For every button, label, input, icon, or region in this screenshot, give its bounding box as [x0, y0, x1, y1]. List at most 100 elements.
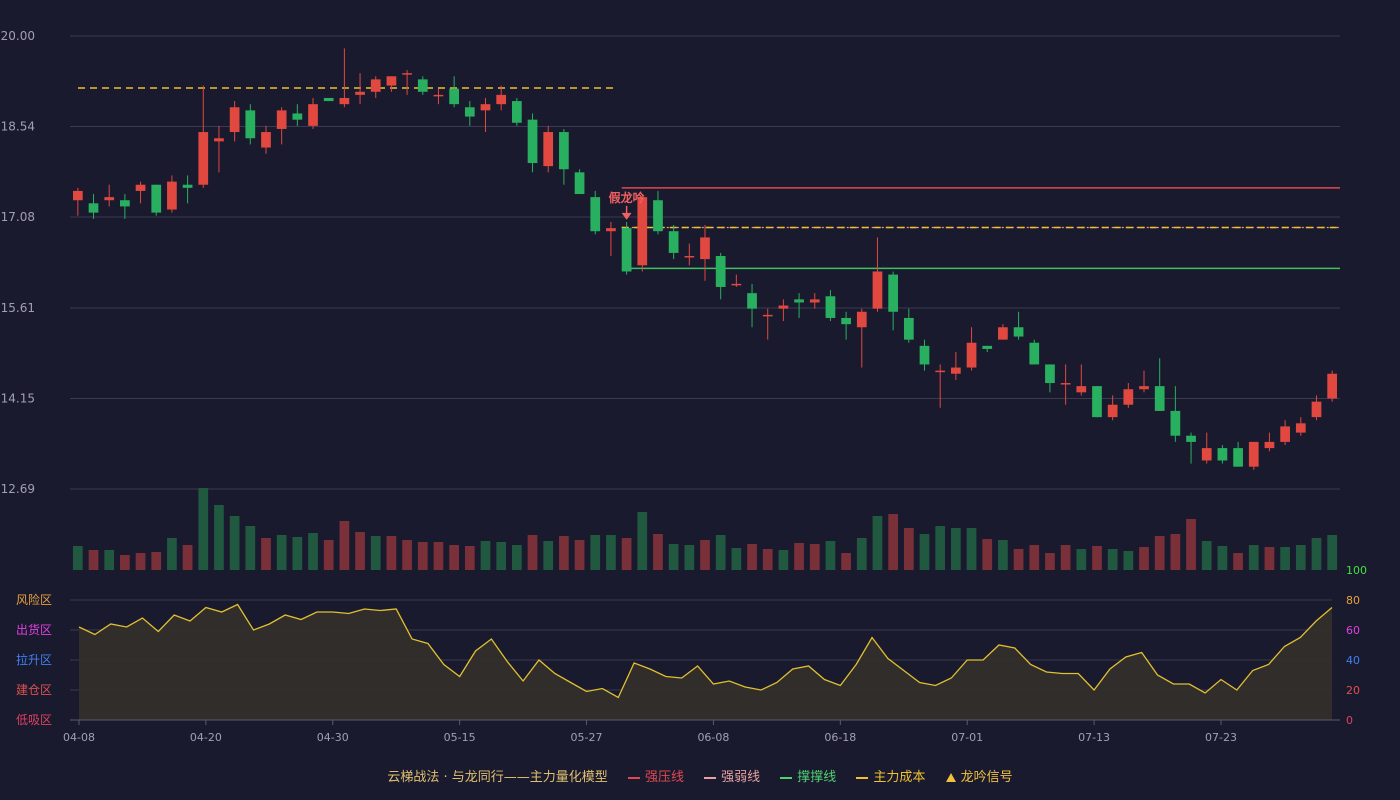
candle-body[interactable] [417, 79, 428, 92]
candle-body[interactable] [527, 119, 538, 164]
candle-body[interactable] [1295, 423, 1306, 433]
candle-body[interactable] [198, 132, 209, 185]
candle-body[interactable] [762, 314, 773, 317]
legend-item-weak[interactable]: 强弱线 [704, 766, 760, 785]
candle-body[interactable] [402, 73, 412, 75]
candle-body[interactable] [731, 283, 742, 286]
candle-body[interactable] [1327, 373, 1338, 399]
legend-item-signal[interactable]: 龙吟信号 [945, 766, 1013, 785]
candle-body[interactable] [700, 237, 710, 260]
candle-body[interactable] [1186, 435, 1196, 442]
candle-body[interactable] [982, 345, 993, 349]
candle-body[interactable] [1170, 410, 1181, 436]
candle-body[interactable] [747, 293, 757, 309]
candle-body[interactable] [856, 311, 867, 328]
candle-body[interactable] [935, 370, 946, 373]
volume-bar [778, 550, 789, 570]
candle-body[interactable] [386, 76, 397, 86]
candle-body[interactable] [261, 132, 271, 148]
candle-body[interactable] [151, 184, 162, 213]
candle-body[interactable] [214, 138, 224, 142]
candle-body[interactable] [511, 101, 522, 123]
legend-item-support[interactable]: 撑撑线 [780, 766, 836, 785]
candle-body[interactable] [825, 296, 836, 318]
candle-body[interactable] [888, 274, 899, 312]
price-y-tick-label: 15.61 [1, 301, 35, 315]
candle-body[interactable] [998, 327, 1008, 340]
candle-body[interactable] [245, 110, 256, 139]
candle-body[interactable] [120, 200, 130, 207]
candle-body[interactable] [903, 317, 914, 340]
candle-body[interactable] [1107, 404, 1118, 418]
candle-body[interactable] [88, 203, 99, 213]
candle-body[interactable] [1233, 448, 1243, 467]
candle-body[interactable] [182, 184, 193, 188]
candle-body[interactable] [1060, 383, 1071, 385]
candle-body[interactable] [1201, 448, 1212, 461]
candle-body[interactable] [276, 110, 287, 129]
candle-body[interactable] [292, 113, 303, 120]
candle-body[interactable] [1280, 426, 1290, 442]
candle-body[interactable] [433, 94, 444, 97]
candle-body[interactable] [668, 231, 679, 253]
candle-body[interactable] [841, 317, 851, 325]
candle-body[interactable] [449, 88, 459, 105]
legend-label-support: 撑撑线 [797, 770, 837, 785]
legend-signal-icon [945, 773, 956, 782]
osc-y-tick-label: 20 [1346, 684, 1360, 697]
candle-body[interactable] [1139, 386, 1149, 390]
candle-body[interactable] [559, 132, 569, 170]
candle-body[interactable] [919, 345, 930, 365]
candle-body[interactable] [872, 271, 883, 309]
candle-body[interactable] [323, 97, 334, 102]
candle-body[interactable] [1217, 448, 1228, 461]
volume-bar [841, 553, 851, 570]
volume-bar [417, 542, 428, 570]
volume-bar [1280, 547, 1290, 570]
candle-body[interactable] [1264, 441, 1275, 449]
legend-item-cost[interactable]: 主力成本 [856, 766, 925, 785]
candle-body[interactable] [966, 342, 977, 368]
candle-body[interactable] [104, 197, 115, 201]
candle-body[interactable] [590, 197, 601, 232]
candle-body[interactable] [135, 184, 146, 191]
candle-body[interactable] [684, 255, 695, 258]
candle-body[interactable] [1045, 364, 1055, 384]
candle-body[interactable] [794, 299, 804, 303]
candle-body[interactable] [1154, 386, 1165, 411]
candle-body[interactable] [637, 197, 648, 266]
candle-body[interactable] [1076, 386, 1087, 393]
candle-body[interactable] [1123, 389, 1134, 405]
candle-body[interactable] [370, 79, 381, 92]
volume-bar [370, 536, 381, 570]
candle-body[interactable] [72, 190, 83, 201]
candle-body[interactable] [1311, 401, 1322, 418]
candle-body[interactable] [229, 107, 240, 133]
candle-body[interactable] [355, 91, 365, 95]
candle-body[interactable] [574, 172, 585, 195]
osc-zone-label: 建仓区 [16, 683, 52, 697]
candle-body[interactable] [339, 97, 350, 105]
volume-bar [511, 545, 522, 570]
candle-body[interactable] [621, 228, 632, 272]
candle-body[interactable] [715, 255, 726, 287]
candle-body[interactable] [1092, 386, 1102, 418]
candle-body[interactable] [606, 228, 616, 232]
candle-body[interactable] [308, 104, 318, 126]
candle-body[interactable] [653, 200, 663, 232]
candle-body[interactable] [167, 181, 177, 210]
price-y-tick-label: 18.54 [1, 119, 35, 133]
legend-swatch-resistance [627, 776, 640, 779]
candle-body[interactable] [1029, 342, 1040, 365]
candle-body[interactable] [464, 107, 475, 117]
candle-body[interactable] [480, 104, 491, 111]
legend-item-resistance[interactable]: 强压线 [627, 766, 684, 785]
candle-body[interactable] [1013, 327, 1024, 337]
candle-body[interactable] [543, 132, 554, 167]
volume-bar [292, 537, 303, 570]
candle-body[interactable] [496, 94, 507, 105]
candle-body[interactable] [778, 305, 789, 309]
candle-body[interactable] [1248, 441, 1259, 467]
candle-body[interactable] [951, 367, 961, 374]
candle-body[interactable] [809, 299, 820, 303]
